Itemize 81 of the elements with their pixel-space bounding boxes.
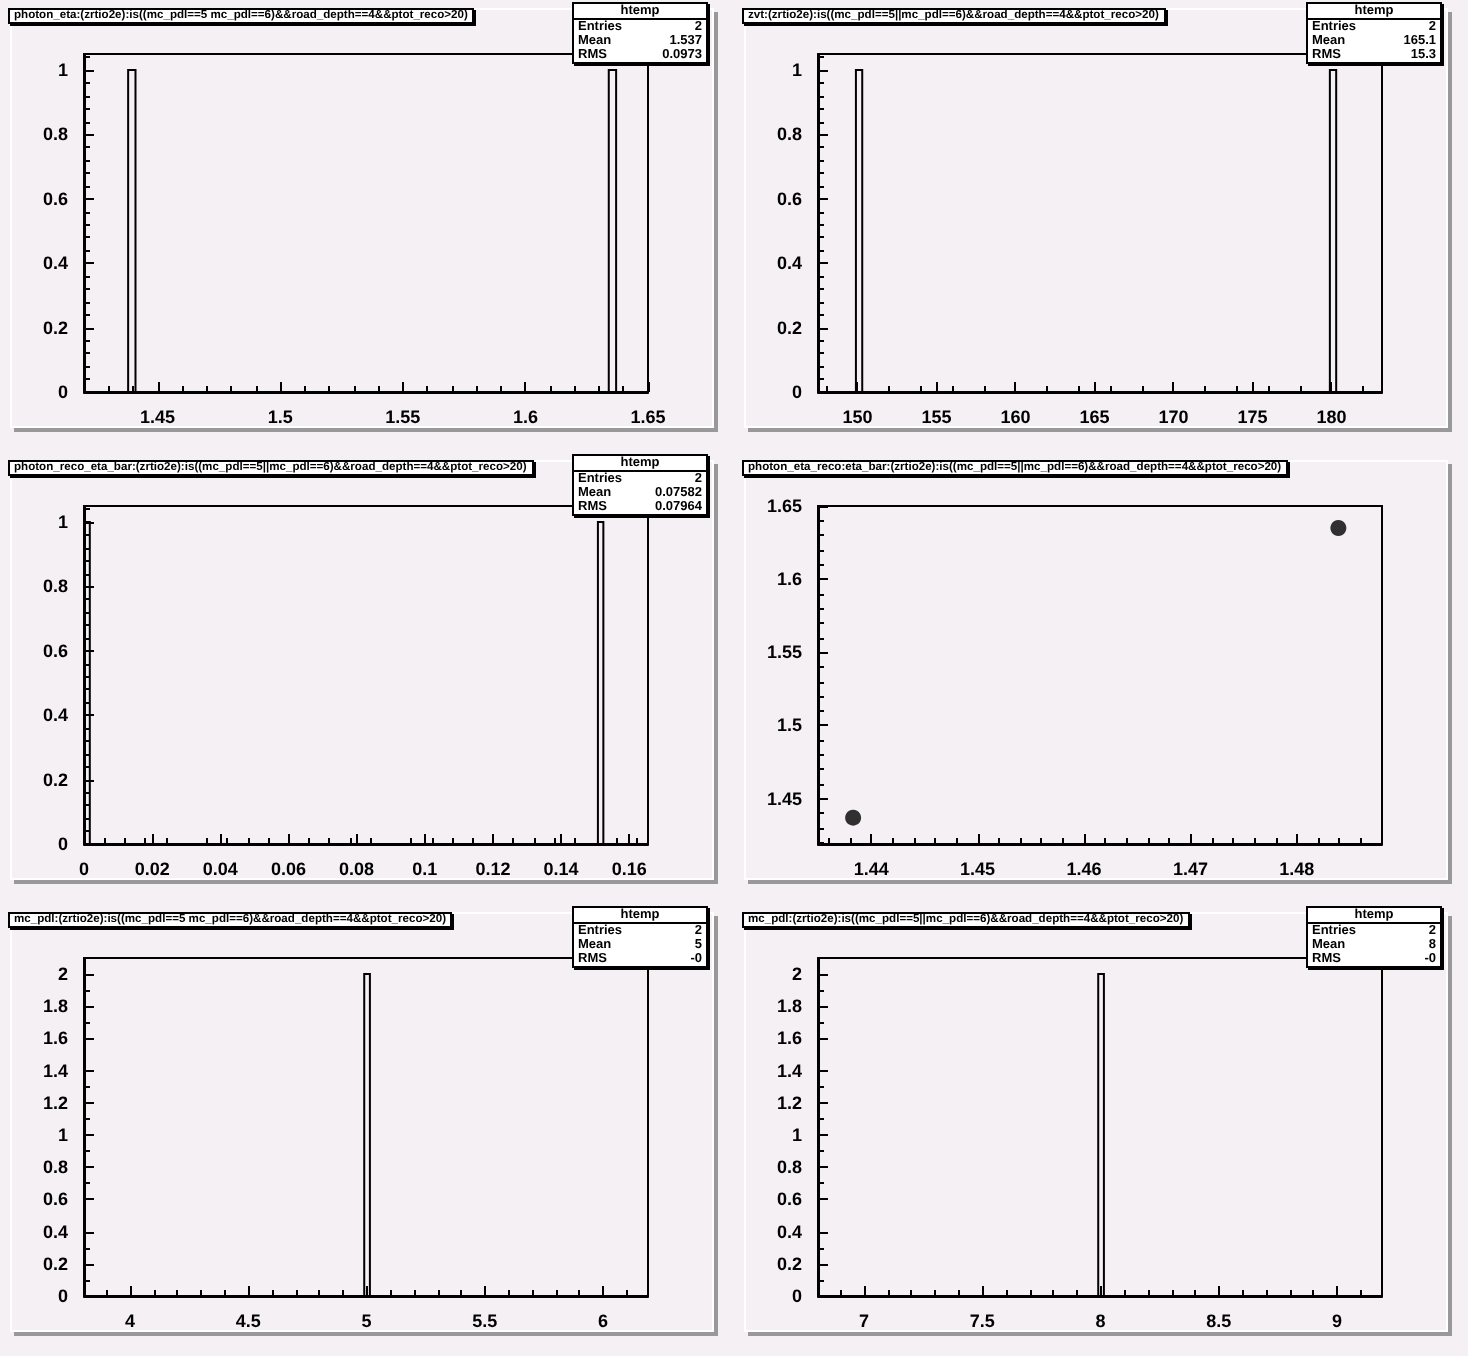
y-tick-label: 0.6: [776, 188, 802, 209]
y-tick-label: 1.6: [776, 569, 802, 590]
y-tick-label: 0: [791, 382, 802, 402]
y-tick-label: 0.2: [776, 317, 802, 338]
x-tick-label: 170: [1158, 407, 1189, 427]
x-tick-label: 175: [1237, 407, 1268, 427]
y-tick-label: 0.8: [776, 124, 802, 145]
y-tick-label: 1.2: [776, 1092, 802, 1113]
y-tick-label: 0.4: [776, 253, 802, 274]
x-tick-label: 0.06: [270, 859, 306, 879]
y-tick-label: 0.2: [42, 317, 68, 338]
x-tick-label: 1.46: [1066, 859, 1102, 879]
y-tick-label: 1: [57, 1125, 68, 1146]
y-tick-label: 0.6: [42, 640, 68, 661]
x-tick-label: 0.14: [543, 859, 579, 879]
y-tick-label: 2: [791, 964, 802, 985]
y-tick-label: 1.8: [776, 996, 802, 1017]
x-tick-label: 4.5: [235, 1311, 261, 1331]
x-tick-label: 8.5: [1206, 1311, 1232, 1331]
y-tick-label: 0.8: [42, 576, 68, 597]
x-tick-label: 1.5: [267, 407, 293, 427]
y-tick-label: 1.5: [776, 715, 802, 736]
x-tick-label: 0.08: [339, 859, 375, 879]
x-tick-label: 7.5: [969, 1311, 995, 1331]
y-tick-label: 0.4: [42, 705, 68, 726]
x-tick-label: 4: [125, 1311, 136, 1331]
y-tick-label: 1.55: [766, 642, 802, 663]
y-tick-label: 0.4: [42, 1221, 68, 1242]
x-tick-label: 7: [859, 1311, 870, 1331]
x-tick-label: 9: [1332, 1311, 1343, 1331]
y-tick-label: 1: [791, 60, 802, 81]
y-tick-label: 0.8: [42, 124, 68, 145]
x-tick-label: 0: [78, 859, 90, 879]
y-tick-label: 0.6: [42, 1189, 68, 1210]
y-tick-label: 0: [791, 1286, 802, 1306]
y-tick-label: 1.6: [42, 1028, 68, 1049]
y-tick-label: 0.8: [776, 1157, 802, 1178]
y-tick-label: 0.2: [42, 1253, 68, 1274]
y-tick-label: 1.65: [766, 496, 802, 516]
y-tick-label: 0.6: [776, 1189, 802, 1210]
x-tick-label: 1.44: [853, 859, 889, 879]
y-tick-label: 2: [57, 964, 68, 985]
x-tick-label: 1.55: [385, 407, 421, 427]
x-tick-label: 160: [1000, 407, 1031, 427]
y-tick-label: 0.2: [776, 1253, 802, 1274]
x-tick-label: 8: [1095, 1311, 1106, 1331]
x-tick-label: 165: [1079, 407, 1110, 427]
y-tick-label: 1.4: [42, 1060, 68, 1081]
y-tick-label: 0: [57, 1286, 68, 1306]
y-tick-label: 0.2: [42, 769, 68, 790]
x-tick-label: 1.6: [512, 407, 538, 427]
y-tick-label: 1.4: [776, 1060, 802, 1081]
y-tick-label: 0: [57, 834, 68, 854]
y-tick-label: 0.4: [42, 253, 68, 274]
x-tick-label: 1.45: [140, 407, 176, 427]
x-tick-label: 1.48: [1279, 859, 1315, 879]
y-tick-label: 0: [57, 382, 68, 402]
x-tick-label: 1.45: [960, 859, 996, 879]
y-tick-label: 0.4: [776, 1221, 802, 1242]
y-tick-label: 1.45: [766, 788, 802, 809]
x-tick-label: 0.1: [412, 859, 438, 879]
x-tick-label: 150: [842, 407, 873, 427]
x-tick-label: 1.47: [1172, 859, 1208, 879]
x-tick-label: 180: [1316, 407, 1347, 427]
y-tick-label: 1.6: [776, 1028, 802, 1049]
y-tick-label: 1.2: [42, 1092, 68, 1113]
x-tick-label: 6: [598, 1311, 609, 1331]
y-tick-label: 0.6: [42, 188, 68, 209]
y-tick-label: 1: [57, 60, 68, 81]
x-tick-label: 0.04: [202, 859, 238, 879]
x-tick-label: 1.65: [630, 407, 666, 427]
y-tick-label: 1.8: [42, 996, 68, 1017]
x-tick-label: 0.16: [611, 859, 647, 879]
x-tick-label: 155: [921, 407, 952, 427]
x-tick-label: 5: [361, 1311, 372, 1331]
y-tick-label: 1: [791, 1125, 802, 1146]
x-tick-label: 0.02: [134, 859, 170, 879]
y-tick-label: 0.8: [42, 1157, 68, 1178]
x-tick-label: 0.12: [475, 859, 511, 879]
x-tick-label: 5.5: [472, 1311, 498, 1331]
y-tick-label: 1: [57, 512, 68, 533]
